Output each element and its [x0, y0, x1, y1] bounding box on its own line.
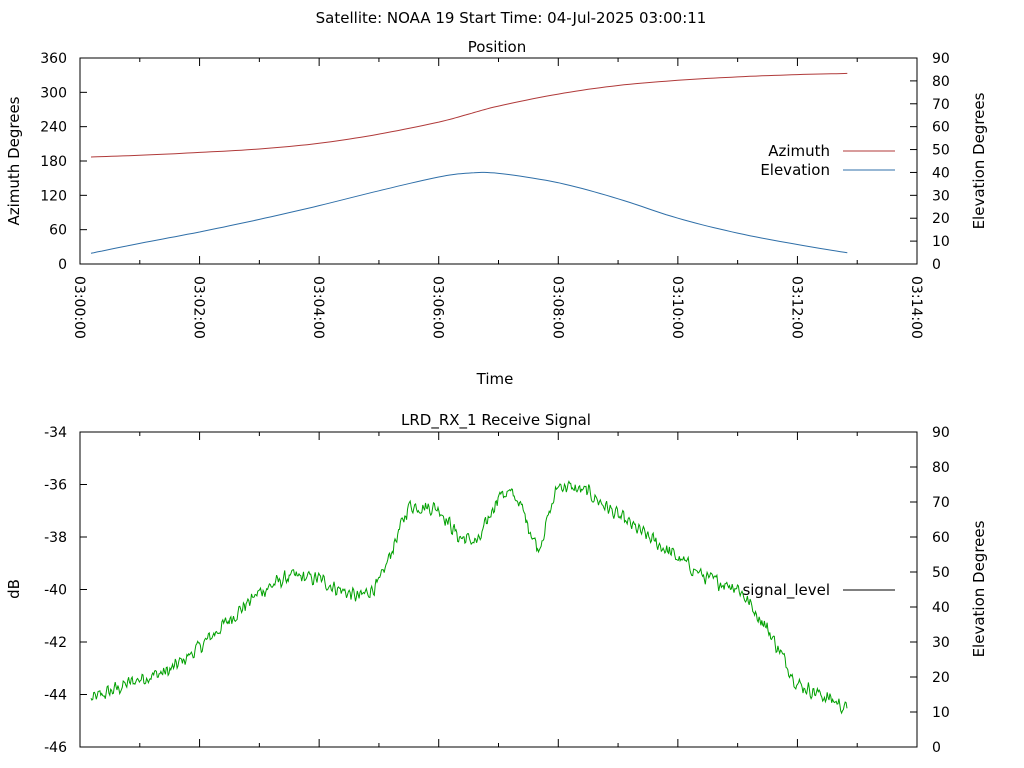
position-x-tick-label: 03:10:00	[669, 276, 685, 339]
signal-y2-tick-label: 10	[932, 705, 950, 721]
position-y2-tick-label: 50	[932, 143, 950, 159]
series-line-azimuth	[90, 72, 848, 158]
position-y-tick-label: 240	[40, 120, 67, 136]
signal-y2-ticks: 0 10 20 30 40 50 60 70 80 90	[910, 425, 950, 756]
position-chart: Position 03:00:00 03:02:00 03:04:00 03:06:0…	[5, 38, 988, 388]
signal-y2-tick-label: 50	[932, 565, 950, 581]
position-y2-tick-label: 10	[932, 234, 950, 250]
position-x-tick-label: 03:08:00	[549, 276, 565, 339]
signal-y2-tick-label: 90	[932, 425, 950, 441]
position-y2-ticks: 0 10 20 30 40 50 60 70 80 90	[910, 51, 950, 273]
signal-y-ticks: -46 -44 -42 -40 -38 -36 -34	[44, 425, 87, 756]
position-y2-tick-label: 20	[932, 211, 950, 227]
signal-y-tick-label: -34	[44, 425, 67, 441]
signal-legend: signal_level	[742, 581, 895, 600]
position-y2-tick-label: 30	[932, 188, 950, 204]
position-y-axis-label: Azimuth Degrees	[5, 96, 23, 225]
signal-y-tick-label: -44	[44, 688, 67, 704]
signal-series	[90, 480, 848, 715]
position-x-ticks: 03:00:00 03:02:00 03:04:00 03:06:00 03:08:00…	[71, 58, 924, 339]
signal-y2-tick-label: 70	[932, 495, 950, 511]
series-line-elevation	[90, 171, 848, 254]
signal-y2-tick-label: 80	[932, 460, 950, 476]
position-x-tick-label: 03:00:00	[71, 276, 87, 339]
position-x-tick-label: 03:14:00	[908, 276, 924, 339]
signal-y-tick-label: -36	[44, 478, 67, 494]
position-y-tick-label: 60	[49, 223, 67, 239]
signal-y2-tick-label: 30	[932, 635, 950, 651]
position-y-tick-label: 180	[40, 154, 67, 170]
signal-chart-title: LRD_RX_1 Receive Signal	[401, 411, 591, 430]
position-y-tick-label: 360	[40, 51, 67, 67]
position-y2-tick-label: 40	[932, 165, 950, 181]
legend-label-elevation: Elevation	[760, 161, 830, 179]
position-y2-tick-label: 90	[932, 51, 950, 67]
signal-y2-tick-label: 20	[932, 670, 950, 686]
position-y-ticks: 0 60 120 180 240 300 360	[40, 51, 87, 273]
position-y2-tick-label: 70	[932, 97, 950, 113]
legend-label-signal-level: signal_level	[742, 581, 830, 600]
signal-y2-tick-label: 60	[932, 530, 950, 546]
signal-chart: LRD_RX_1 Receive Signal -46-44-42-40-38-…	[5, 411, 988, 756]
signal-y-tick-label: -40	[44, 583, 67, 599]
position-y2-tick-label: 80	[932, 74, 950, 90]
position-y-tick-label: 0	[58, 257, 67, 273]
series-line-signal-level	[90, 480, 848, 715]
position-x-tick-label: 03:12:00	[788, 276, 804, 339]
position-series	[90, 72, 848, 254]
position-y2-tick-label: 60	[932, 120, 950, 136]
position-x-axis-label: Time	[476, 370, 514, 388]
signal-y-tick-label: -38	[44, 530, 67, 546]
signal-y-tick-label: -46	[44, 740, 67, 756]
signal-y2-tick-label: 40	[932, 600, 950, 616]
position-y-tick-label: 300	[40, 85, 67, 101]
position-y2-tick-label: 0	[932, 257, 941, 273]
figure-title: Satellite: NOAA 19 Start Time: 04-Jul-20…	[316, 9, 707, 27]
position-chart-title: Position	[468, 38, 526, 56]
signal-y2-tick-label: 0	[932, 740, 941, 756]
legend-label-azimuth: Azimuth	[768, 142, 830, 160]
position-x-tick-label: 03:04:00	[310, 276, 326, 339]
signal-y-tick-label: -42	[44, 635, 67, 651]
signal-y2-axis-label: Elevation Degrees	[970, 520, 988, 657]
position-x-tick-label: 03:02:00	[191, 276, 207, 339]
position-legend: Azimuth Elevation	[760, 142, 895, 179]
position-y-tick-label: 120	[40, 188, 67, 204]
position-x-tick-label: 03:06:00	[430, 276, 446, 339]
signal-x-ticks	[79, 432, 918, 747]
position-y2-axis-label: Elevation Degrees	[970, 92, 988, 229]
signal-y-axis-label: dB	[5, 579, 23, 599]
